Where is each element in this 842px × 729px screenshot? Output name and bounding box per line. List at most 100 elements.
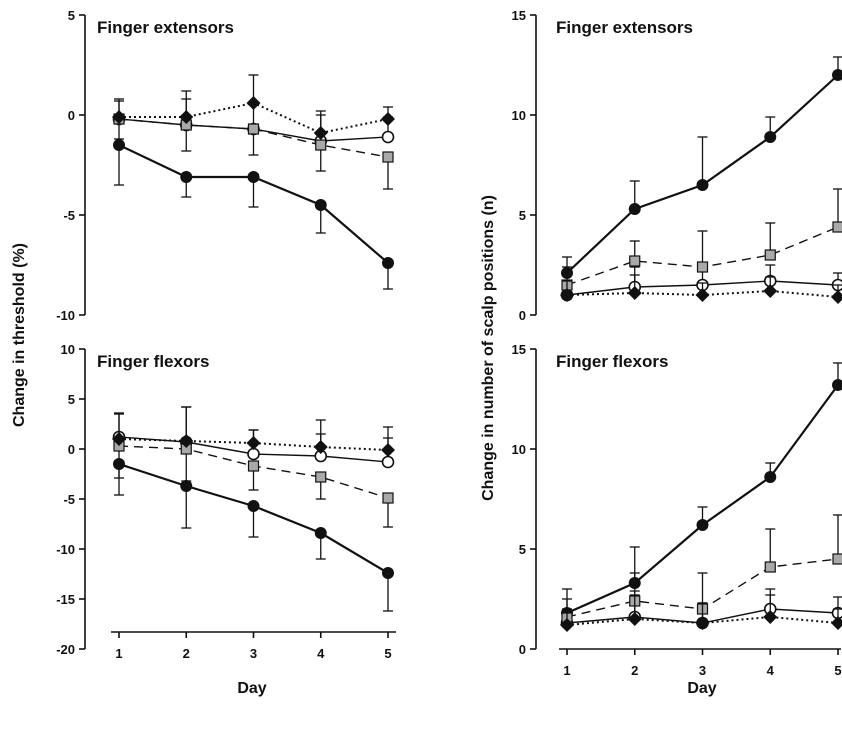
data-point-filled-circle: [113, 139, 125, 151]
data-point-filled-diamond: [179, 434, 194, 448]
x-tick-label: 2: [183, 646, 190, 661]
panel-title: Finger flexors: [97, 352, 209, 371]
data-point-filled-diamond: [313, 126, 328, 140]
data-point-grey-square: [382, 151, 394, 163]
data-point-filled-circle: [764, 471, 777, 483]
y-tick-label: -10: [56, 308, 75, 323]
series-filled-circle: [113, 458, 394, 612]
data-point-filled-circle: [247, 500, 260, 512]
data-point-grey-square: [247, 123, 260, 135]
data-point-filled-diamond: [627, 286, 642, 300]
data-point-filled-diamond: [381, 112, 395, 126]
data-point-filled-diamond: [246, 96, 261, 110]
data-point-grey-square: [764, 249, 776, 261]
y-tick-label: 10: [61, 342, 75, 357]
data-point-open-circle: [381, 130, 395, 144]
series-filled-diamond: [112, 406, 395, 457]
series-grey-square: [113, 113, 394, 190]
data-point-filled-diamond: [112, 432, 126, 446]
data-point-filled-circle: [382, 567, 394, 579]
data-point-filled-diamond: [246, 436, 261, 450]
left-y-axis-label: Change in threshold (%): [11, 243, 28, 427]
data-point-filled-circle: [832, 379, 842, 391]
data-point-filled-diamond: [313, 440, 328, 454]
data-point-filled-circle: [696, 179, 709, 191]
y-tick-label: 0: [519, 642, 526, 657]
data-point-grey-square: [247, 460, 260, 472]
data-point-filled-circle: [180, 480, 193, 492]
y-tick-label: 10: [512, 442, 526, 457]
chart-panel-1: Finger extensors 5 0 -5 -10: [56, 8, 395, 323]
y-tick-label: 5: [519, 208, 526, 223]
y-tick-label: 0: [519, 308, 526, 323]
data-point-open-circle: [247, 447, 260, 461]
data-point-filled-diamond: [112, 110, 126, 124]
x-tick-label: 5: [834, 663, 841, 678]
y-tick-label: 10: [512, 108, 526, 123]
data-point-filled-circle: [628, 203, 641, 215]
series-line: [118, 118, 389, 158]
data-point-filled-circle: [696, 519, 709, 531]
data-point-filled-circle: [832, 69, 842, 81]
series-filled-diamond: [112, 74, 395, 140]
x-tick-label: 5: [384, 646, 391, 661]
x-tick-label: 3: [250, 646, 257, 661]
y-tick-label: 5: [519, 542, 526, 557]
series-filled-diamond: [560, 274, 842, 304]
data-point-filled-diamond: [179, 110, 194, 124]
x-tick-label: 2: [631, 663, 638, 678]
data-point-filled-circle: [314, 199, 327, 211]
data-point-grey-square: [696, 261, 709, 273]
data-point-filled-diamond: [560, 288, 574, 302]
data-point-grey-square: [315, 139, 327, 151]
panel-title: Finger flexors: [556, 352, 668, 371]
chart-panel-3: Finger extensors 15 10 5 0: [512, 8, 842, 323]
series-grey-square: [113, 440, 394, 528]
data-point-grey-square: [832, 553, 842, 565]
data-point-filled-diamond: [381, 443, 395, 457]
data-point-grey-square: [315, 471, 327, 483]
chart-panel-2: Finger flexors 10 5 0 -5 -10 -15 -20 1 2 3 4 5: [56, 342, 396, 661]
y-tick-label: 0: [68, 442, 75, 457]
series-filled-diamond: [560, 594, 842, 632]
data-point-grey-square: [764, 561, 776, 573]
data-point-filled-diamond: [695, 288, 710, 302]
data-point-filled-diamond: [627, 612, 642, 626]
data-point-grey-square: [629, 255, 641, 267]
panel-title: Finger extensors: [556, 18, 693, 37]
x-tick-label: 1: [115, 646, 122, 661]
series-filled-circle: [561, 56, 842, 279]
series-filled-circle: [113, 139, 394, 290]
y-tick-label: 0: [68, 108, 75, 123]
y-tick-label: -20: [56, 642, 75, 657]
y-tick-label: 15: [512, 8, 526, 23]
y-tick-label: -5: [63, 492, 75, 507]
data-point-open-circle: [381, 455, 395, 469]
data-point-filled-circle: [764, 131, 777, 143]
panel-title: Finger extensors: [97, 18, 234, 37]
data-point-grey-square: [382, 492, 394, 504]
data-point-filled-diamond: [831, 616, 842, 630]
y-tick-label: 15: [512, 342, 526, 357]
data-point-grey-square: [832, 221, 842, 233]
data-point-filled-diamond: [763, 610, 778, 624]
x-tick-label: 3: [699, 663, 706, 678]
y-tick-label: 5: [68, 8, 75, 23]
x-tick-label: 4: [317, 646, 325, 661]
y-tick-label: 5: [68, 392, 75, 407]
left-x-axis-label: Day: [237, 680, 266, 697]
data-point-filled-diamond: [831, 290, 842, 304]
data-point-filled-circle: [180, 171, 193, 183]
x-tick-label: 4: [767, 663, 775, 678]
y-tick-label: -10: [56, 542, 75, 557]
chart-panel-4: Finger flexors 15 10 5 0 1 2 3 4 5: [512, 342, 842, 678]
series-filled-circle: [561, 362, 842, 619]
right-x-axis-label: Day: [687, 680, 716, 697]
y-tick-label: -15: [56, 592, 75, 607]
data-point-filled-circle: [247, 171, 260, 183]
data-point-filled-circle: [382, 257, 394, 269]
data-point-filled-diamond: [560, 618, 574, 632]
data-point-filled-circle: [314, 527, 327, 539]
data-point-filled-diamond: [695, 616, 710, 630]
